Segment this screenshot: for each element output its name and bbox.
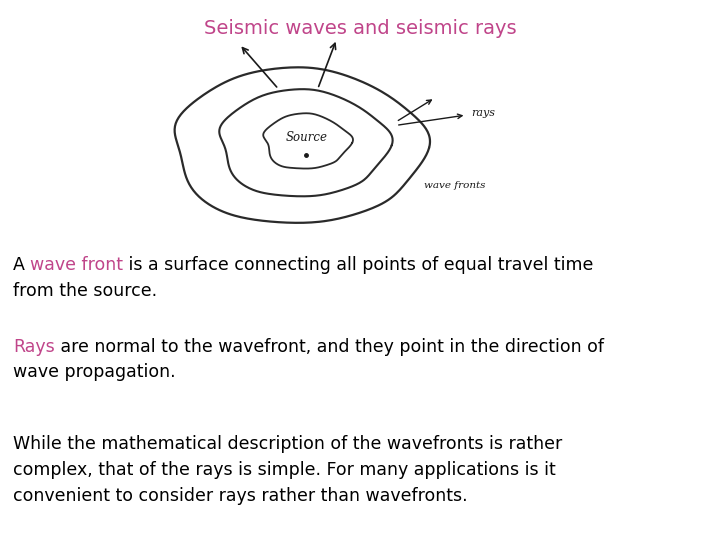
Text: are normal to the wavefront, and they point in the direction of: are normal to the wavefront, and they po… [55,338,603,355]
Text: Seismic waves and seismic rays: Seismic waves and seismic rays [204,19,516,38]
Text: rays: rays [471,109,495,118]
Text: complex, that of the rays is simple. For many applications is it: complex, that of the rays is simple. For… [13,461,556,478]
Text: is a surface connecting all points of equal travel time: is a surface connecting all points of eq… [123,256,594,274]
Text: wave front: wave front [30,256,123,274]
Text: wave propagation.: wave propagation. [13,363,176,381]
Text: While the mathematical description of the wavefronts is rather: While the mathematical description of th… [13,435,562,453]
Text: Source: Source [285,131,328,144]
Text: convenient to consider rays rather than wavefronts.: convenient to consider rays rather than … [13,487,467,504]
Text: from the source.: from the source. [13,282,157,300]
Text: A: A [13,256,30,274]
Text: wave fronts: wave fronts [424,181,485,191]
Text: Rays: Rays [13,338,55,355]
